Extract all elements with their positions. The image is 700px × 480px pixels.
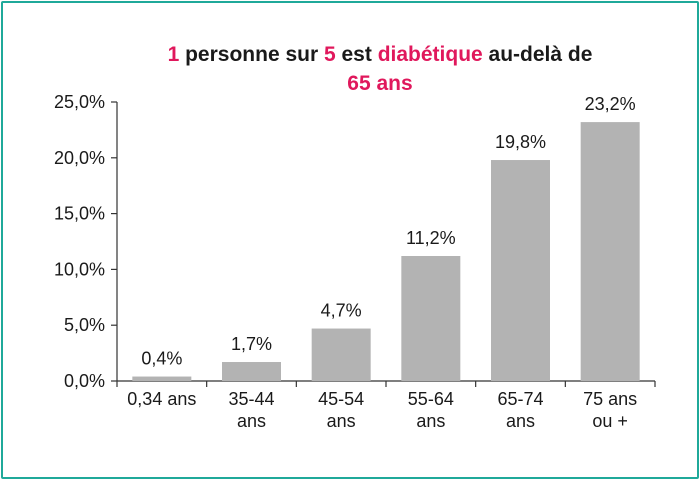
x-tick-label: 0,34 ans <box>127 389 196 409</box>
x-tick-label: ou + <box>592 411 628 431</box>
x-tick-label: 45-54 <box>318 389 364 409</box>
y-tick-label: 15,0% <box>54 204 105 224</box>
x-tick-label: 65-74 <box>497 389 543 409</box>
bar <box>580 122 640 381</box>
labels: 0,4%0,34 ans1,7%35-44ans4,7%45-54ans11,2… <box>127 94 637 431</box>
data-label: 0,4% <box>141 349 182 369</box>
y-tick-label: 10,0% <box>54 259 105 279</box>
x-tick-label: 55-64 <box>408 389 454 409</box>
data-label: 11,2% <box>406 228 456 248</box>
y-tick-label: 20,0% <box>54 148 105 168</box>
x-tick-label: ans <box>416 411 445 431</box>
title-keyword: diabétique <box>377 43 483 66</box>
bar <box>222 362 281 381</box>
y-tick-label: 25,0% <box>54 92 105 112</box>
chart-title: 1 personne sur 5 est diabétique au-delà … <box>100 40 660 98</box>
y-tick-label: 0,0% <box>64 371 105 391</box>
bars <box>132 122 640 381</box>
x-tick-label: 35-44 <box>228 389 274 409</box>
bar <box>311 328 371 381</box>
x-tick-label: ans <box>237 411 266 431</box>
x-tick-label: ans <box>327 411 356 431</box>
data-label: 23,2% <box>585 94 636 114</box>
title-text-b: est <box>335 43 378 66</box>
title-number-five: 5 <box>323 43 336 66</box>
title-number-one: 1 <box>167 43 180 66</box>
data-label: 19,8% <box>495 132 546 152</box>
axes: 0,0% 5,0% 10,0% 15,0% 20,0% 25,0% <box>54 92 656 391</box>
y-tick-label: 5,0% <box>64 315 105 335</box>
title-age: 65 ans <box>347 72 413 95</box>
title-text-a: personne sur <box>179 43 324 66</box>
data-label: 1,7% <box>231 334 272 354</box>
title-text-c: au-delà de <box>482 43 593 66</box>
bar <box>491 160 550 381</box>
bar <box>132 376 192 381</box>
data-label: 4,7% <box>321 301 362 321</box>
x-tick-label: ans <box>506 411 535 431</box>
x-tick-label: 75 ans <box>583 389 637 409</box>
bar <box>401 256 461 381</box>
